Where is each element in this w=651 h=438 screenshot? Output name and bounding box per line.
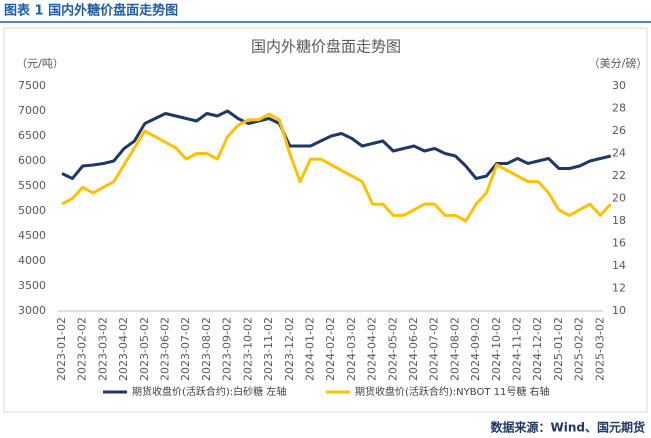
x-tick-label: 2025-01-02 <box>552 317 565 381</box>
y-tick-label: 6000 <box>18 154 46 167</box>
x-tick-label: 2024-01-02 <box>303 317 316 381</box>
x-tick-label: 2024-06-02 <box>407 317 420 381</box>
header: 图表 1 国内外糖价盘面走势图 <box>4 3 178 19</box>
x-tick-label: 2023-02-02 <box>76 317 89 381</box>
x-tick-label: 2023-06-02 <box>159 317 172 381</box>
y2-axis-label: （美分/磅） <box>589 56 648 70</box>
y-tick-label: 7500 <box>18 79 46 92</box>
source: 数据来源：Wind、国元期货 <box>491 420 645 435</box>
x-tick-label: 2024-02-02 <box>324 317 337 381</box>
y2-tick-label: 22 <box>612 169 626 182</box>
x-tick-label: 2023-07-02 <box>179 317 192 381</box>
y2-tick-label: 28 <box>612 102 626 115</box>
y-tick-label: 5000 <box>18 204 46 217</box>
y2-tick-label: 12 <box>612 282 626 295</box>
y-tick-label: 6500 <box>18 129 46 142</box>
series-line <box>61 112 612 223</box>
x-tick-label: 2023-04-02 <box>117 317 130 381</box>
y2-tick-label: 16 <box>612 237 626 250</box>
x-tick-label: 2024-09-02 <box>469 317 482 381</box>
y2-tick-label: 24 <box>612 147 626 160</box>
x-tick-label: 2023-12-02 <box>283 317 296 381</box>
x-tick-label: 2024-04-02 <box>366 317 379 381</box>
x-tick-label: 2025-03-02 <box>593 317 606 381</box>
y-tick-label: 7000 <box>18 104 46 117</box>
x-tick-label: 2024-08-02 <box>448 317 461 381</box>
y-tick-label: 5500 <box>18 179 46 192</box>
chart-frame <box>3 27 648 413</box>
x-tick-label: 2023-08-02 <box>200 317 213 381</box>
y2-tick-label: 10 <box>612 304 626 317</box>
y-tick-label: 3000 <box>18 304 46 317</box>
legend-label: 期货收盘价(活跃合约):白砂糖 左轴 <box>132 385 286 398</box>
chart-title: 国内外糖价盘面走势图 <box>251 38 401 56</box>
x-tick-label: 2024-03-02 <box>345 317 358 381</box>
y-tick-label: 3500 <box>18 279 46 292</box>
legend-label: 期货收盘价(活跃合约):NYBOT 11号糖 右轴 <box>355 385 550 398</box>
x-tick-label: 2023-03-02 <box>96 317 109 381</box>
y-axis-label: （元/吨） <box>16 57 64 70</box>
x-tick-label: 2024-07-02 <box>428 317 441 381</box>
x-tick-label: 2024-11-02 <box>511 317 524 381</box>
y2-tick-label: 18 <box>612 214 626 227</box>
x-tick-label: 2025-02-02 <box>573 317 586 381</box>
x-tick-label: 2023-09-02 <box>221 317 234 381</box>
y2-tick-label: 26 <box>612 124 626 137</box>
y2-tick-label: 20 <box>612 192 626 205</box>
x-tick-label: 2023-10-02 <box>241 317 254 381</box>
series-line <box>61 109 612 180</box>
x-tick-label: 2023-11-02 <box>262 317 275 381</box>
x-tick-label: 2023-01-02 <box>55 317 68 381</box>
y-tick-label: 4500 <box>18 229 46 242</box>
x-tick-label: 2024-05-02 <box>386 317 399 381</box>
x-tick-label: 2024-10-02 <box>490 317 503 381</box>
x-tick-label: 2023-05-02 <box>138 317 151 381</box>
y-tick-label: 4000 <box>18 254 46 267</box>
y2-tick-label: 30 <box>612 79 626 92</box>
x-tick-label: 2024-12-02 <box>531 317 544 381</box>
y2-tick-label: 14 <box>612 259 626 272</box>
